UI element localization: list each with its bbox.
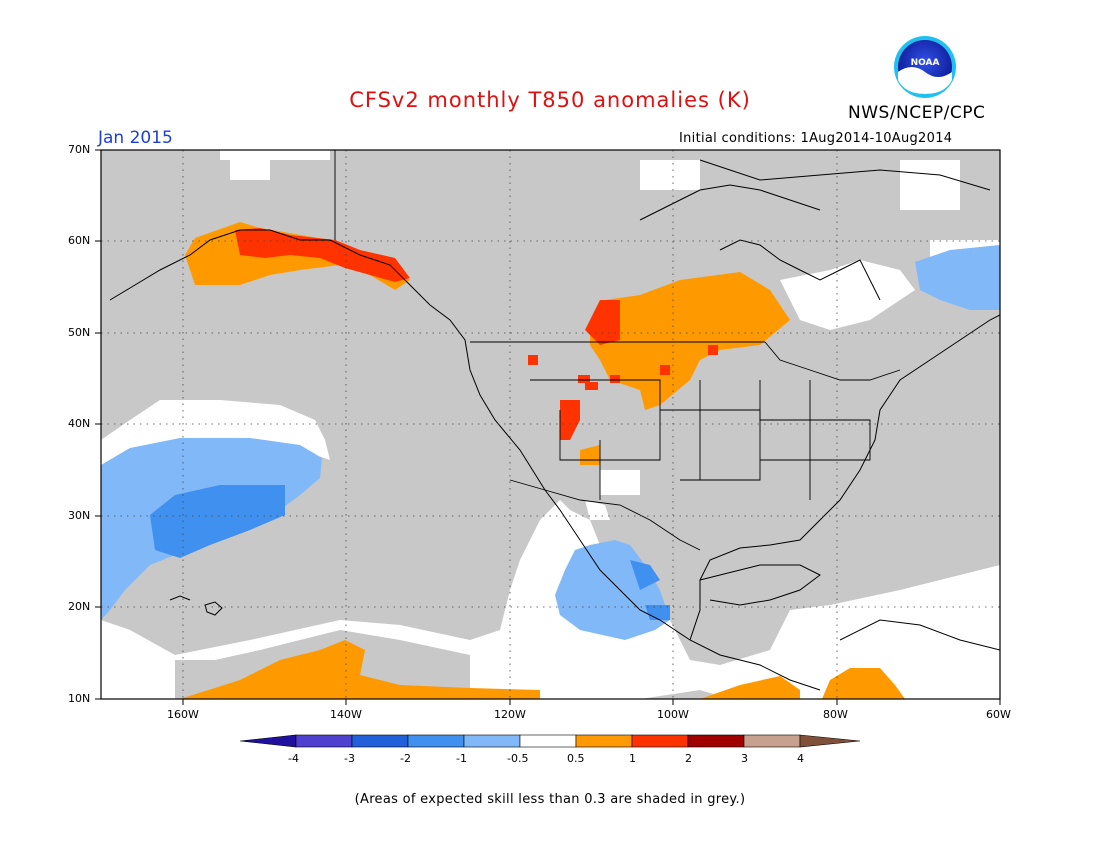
lat-label: 20N — [68, 600, 91, 613]
lon-label: 80W — [823, 708, 848, 721]
lon-label: 160W — [167, 708, 199, 721]
lon-label: 60W — [986, 708, 1011, 721]
colorbar-label: 0.5 — [567, 752, 585, 765]
colorbar-swatch — [687, 734, 745, 748]
colorbar-label: -2 — [400, 752, 411, 765]
colorbar — [239, 734, 861, 748]
chart-title: CFSv2 monthly T850 anomalies (K) — [349, 88, 751, 112]
colorbar-max-arrow — [799, 734, 861, 748]
lon-label: 120W — [494, 708, 526, 721]
colorbar-label: 4 — [797, 752, 804, 765]
colorbar-swatch — [407, 734, 465, 748]
colorbar-min-arrow — [239, 734, 297, 748]
colorbar-swatch — [295, 734, 353, 748]
lat-label: 60N — [68, 234, 91, 247]
agency-label: NWS/NCEP/CPC — [848, 103, 986, 123]
lat-label: 10N — [68, 692, 91, 705]
colorbar-swatch — [575, 734, 633, 748]
initial-conditions: Initial conditions: 1Aug2014-10Aug2014 — [679, 131, 953, 146]
colorbar-swatch — [631, 734, 689, 748]
noaa-logo-icon: NOAA — [894, 36, 956, 98]
political-boundaries — [334, 150, 901, 551]
lat-label: 40N — [68, 417, 91, 430]
colorbar-label: -3 — [344, 752, 355, 765]
colorbar-label: -4 — [288, 752, 299, 765]
colorbar-label: 2 — [685, 752, 692, 765]
colorbar-label: 1 — [629, 752, 636, 765]
map-area — [101, 150, 1000, 699]
colorbar-swatch — [463, 734, 521, 748]
colorbar-swatch — [351, 734, 409, 748]
footnote: (Areas of expected skill less than 0.3 a… — [354, 792, 746, 807]
noaa-logo-text: NOAA — [911, 58, 940, 68]
negative-anomaly-regions — [101, 245, 1000, 640]
colorbar-label: -0.5 — [507, 752, 529, 765]
gridlines — [101, 150, 1000, 699]
colorbar-label: -1 — [456, 752, 467, 765]
lat-label: 30N — [68, 509, 91, 522]
lat-label: 70N — [68, 143, 91, 156]
colorbar-swatch — [519, 734, 577, 748]
lat-label: 50N — [68, 326, 91, 339]
lon-label: 100W — [657, 708, 689, 721]
colorbar-swatch — [743, 734, 801, 748]
coastlines — [109, 159, 1000, 691]
forecast-period: Jan 2015 — [98, 128, 173, 148]
colorbar-label: 3 — [741, 752, 748, 765]
lon-label: 140W — [330, 708, 362, 721]
axis-ticks — [95, 149, 1001, 705]
positive-anomaly-regions — [180, 222, 905, 699]
